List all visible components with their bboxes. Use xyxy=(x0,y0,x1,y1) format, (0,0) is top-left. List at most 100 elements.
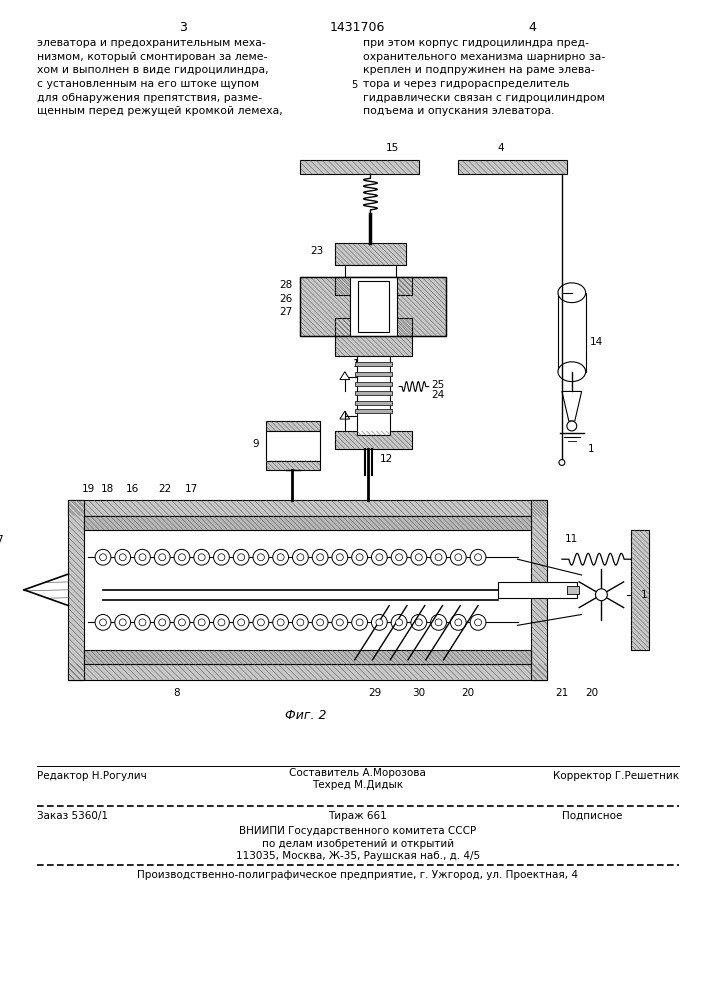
Bar xyxy=(356,356,390,435)
Circle shape xyxy=(100,554,107,561)
Bar xyxy=(335,277,412,295)
Circle shape xyxy=(178,554,185,561)
Circle shape xyxy=(351,614,368,630)
Text: Корректор Г.Решетник: Корректор Г.Решетник xyxy=(554,771,679,781)
Text: 20: 20 xyxy=(462,688,474,698)
Circle shape xyxy=(218,554,225,561)
Circle shape xyxy=(337,554,344,561)
Bar xyxy=(350,277,397,336)
Text: ВНИИПИ Государственного комитета СССР: ВНИИПИ Государственного комитета СССР xyxy=(239,826,477,836)
Bar xyxy=(355,372,392,376)
Ellipse shape xyxy=(558,283,585,303)
Circle shape xyxy=(198,554,205,561)
Circle shape xyxy=(450,549,466,565)
Circle shape xyxy=(154,549,170,565)
Circle shape xyxy=(139,554,146,561)
Circle shape xyxy=(312,549,328,565)
Bar xyxy=(69,500,84,680)
Circle shape xyxy=(317,554,324,561)
Bar xyxy=(498,582,577,598)
Bar xyxy=(458,160,567,174)
Text: Производственно-полиграфическое предприятие, г. Ужгород, ул. Проектная, 4: Производственно-полиграфическое предприя… xyxy=(137,870,578,880)
Circle shape xyxy=(317,619,324,626)
Circle shape xyxy=(293,614,308,630)
Circle shape xyxy=(474,619,481,626)
Circle shape xyxy=(293,549,308,565)
Circle shape xyxy=(159,554,165,561)
Text: 17: 17 xyxy=(185,484,199,494)
Bar xyxy=(558,293,585,372)
Circle shape xyxy=(115,614,131,630)
Circle shape xyxy=(134,549,151,565)
Circle shape xyxy=(238,554,245,561)
Bar xyxy=(84,530,532,650)
Circle shape xyxy=(567,421,577,431)
Text: Подписное: Подписное xyxy=(562,811,622,821)
Circle shape xyxy=(297,554,304,561)
Circle shape xyxy=(455,554,462,561)
Circle shape xyxy=(214,614,229,630)
Circle shape xyxy=(273,614,288,630)
Text: 26: 26 xyxy=(279,294,293,304)
Circle shape xyxy=(194,614,209,630)
Circle shape xyxy=(470,614,486,630)
Circle shape xyxy=(435,619,442,626)
Bar xyxy=(300,277,350,336)
Text: 3: 3 xyxy=(179,21,187,34)
Text: 11: 11 xyxy=(565,534,578,544)
Text: 5: 5 xyxy=(351,80,358,90)
Text: элеватора и предохранительным меха-
низмом, который смонтирован за леме-
хом и в: элеватора и предохранительным меха- низм… xyxy=(37,38,283,116)
Text: 15: 15 xyxy=(385,143,399,153)
Text: 1: 1 xyxy=(353,359,359,369)
Circle shape xyxy=(595,589,607,601)
Circle shape xyxy=(214,549,229,565)
Text: 8: 8 xyxy=(174,688,180,698)
Bar xyxy=(355,409,392,413)
Text: 20: 20 xyxy=(585,688,598,698)
Text: 9: 9 xyxy=(252,439,259,449)
Circle shape xyxy=(277,619,284,626)
Text: 29: 29 xyxy=(368,688,381,698)
Text: 4: 4 xyxy=(498,143,504,153)
Text: 24: 24 xyxy=(432,390,445,400)
Circle shape xyxy=(351,549,368,565)
Circle shape xyxy=(411,614,427,630)
Bar xyxy=(84,650,532,664)
Text: 27: 27 xyxy=(279,307,293,317)
Text: при этом корпус гидроцилиндра пред-
охранительного механизма шарнирно за-
крепле: при этом корпус гидроцилиндра пред- охра… xyxy=(363,38,604,116)
Circle shape xyxy=(435,554,442,561)
Bar xyxy=(266,431,320,461)
Circle shape xyxy=(332,549,348,565)
Circle shape xyxy=(371,614,387,630)
Bar xyxy=(355,382,392,386)
Circle shape xyxy=(95,549,111,565)
Circle shape xyxy=(416,554,422,561)
Polygon shape xyxy=(340,411,350,419)
Circle shape xyxy=(277,554,284,561)
Polygon shape xyxy=(562,391,582,421)
Circle shape xyxy=(391,614,407,630)
Circle shape xyxy=(115,549,131,565)
Circle shape xyxy=(474,554,481,561)
Circle shape xyxy=(312,614,328,630)
Text: 18: 18 xyxy=(101,484,115,494)
Text: 28: 28 xyxy=(279,280,293,290)
Circle shape xyxy=(297,619,304,626)
Circle shape xyxy=(337,619,344,626)
Text: 4: 4 xyxy=(528,21,536,34)
Text: Тираж 661: Тираж 661 xyxy=(328,811,387,821)
Bar xyxy=(69,664,547,680)
Circle shape xyxy=(371,549,387,565)
Bar xyxy=(355,362,392,366)
Circle shape xyxy=(470,549,486,565)
Bar xyxy=(532,500,547,680)
Bar xyxy=(397,277,446,336)
Text: 16: 16 xyxy=(126,484,139,494)
Bar xyxy=(355,401,392,405)
Text: 1: 1 xyxy=(641,590,648,600)
Circle shape xyxy=(376,554,382,561)
Circle shape xyxy=(119,619,126,626)
Circle shape xyxy=(431,549,446,565)
Circle shape xyxy=(411,549,427,565)
Circle shape xyxy=(273,549,288,565)
